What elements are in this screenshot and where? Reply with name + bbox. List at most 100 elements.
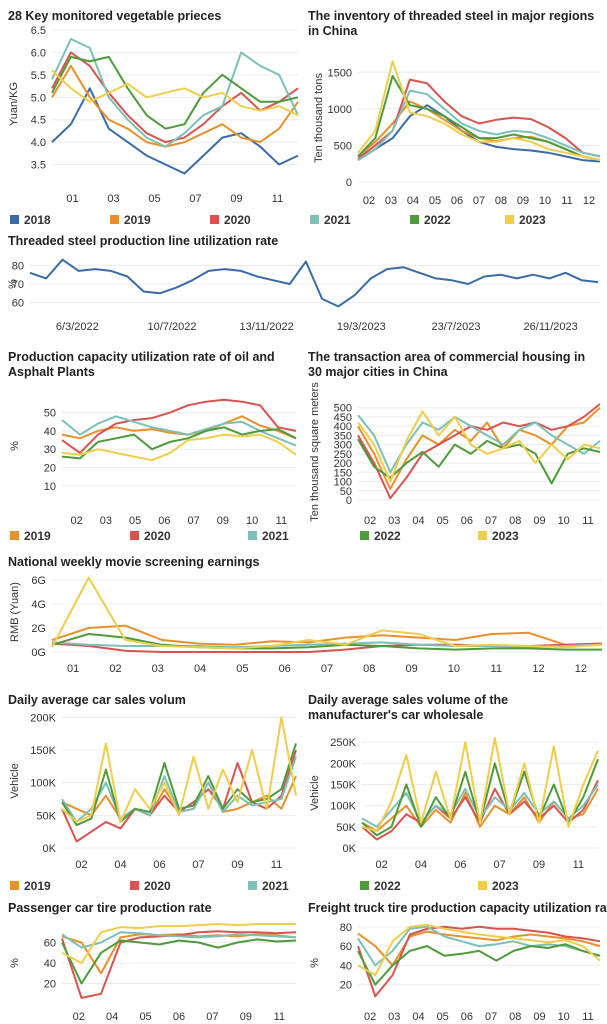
- legend-label-2021: 2021: [262, 879, 289, 893]
- x-tick-label: 11: [561, 195, 572, 207]
- legend-label-2020: 2020: [144, 879, 171, 893]
- y-axis-label: Yuan/KG: [8, 82, 20, 126]
- y-tick-label: 150K: [30, 745, 56, 757]
- x-tick-label: 11: [271, 859, 282, 871]
- series-line-2020: [61, 398, 297, 454]
- legend-swatch-2019: [10, 881, 19, 890]
- y-tick-label: 100: [334, 477, 352, 489]
- legend-label-2022: 2022: [424, 213, 451, 227]
- x-tick-label: 09: [405, 663, 417, 675]
- y-tick-label: 6.5: [31, 25, 46, 37]
- x-tick-label: 11: [582, 1011, 593, 1023]
- series-line-2023: [357, 60, 601, 162]
- x-tick-label: 07: [206, 1011, 218, 1023]
- x-tick-label: 03: [385, 195, 397, 207]
- x-tick-label: 04: [412, 1011, 424, 1023]
- x-tick-label: 08: [509, 515, 521, 527]
- y-tick-label: 60: [12, 298, 24, 310]
- series-line-2023: [357, 923, 601, 977]
- legend-label-2019: 2019: [124, 213, 151, 227]
- x-tick-label: 03: [388, 515, 400, 527]
- x-tick-label: 01: [67, 663, 79, 675]
- legend-swatch-2023: [478, 881, 487, 890]
- y-tick-label: 250: [334, 449, 352, 461]
- x-tick-label: 19/3/2023: [337, 321, 386, 333]
- legend-label-2022: 2022: [374, 529, 401, 543]
- y-tick-label: 5.5: [31, 70, 46, 82]
- x-tick-label: 06: [451, 195, 463, 207]
- x-tick-label: 05: [236, 663, 248, 675]
- x-tick-label: 07: [189, 193, 201, 205]
- series-line-2020: [357, 403, 601, 500]
- x-tick-label: 03: [100, 515, 112, 527]
- x-tick-label: 10: [558, 515, 570, 527]
- chart-title: The transaction area of commercial housi…: [308, 350, 585, 379]
- y-tick-label: 50K: [36, 810, 56, 822]
- x-tick-label: 12: [583, 195, 595, 207]
- legend-swatch-2019: [110, 215, 119, 224]
- x-tick-label: 02: [109, 663, 121, 675]
- series-line-2022: [357, 438, 601, 485]
- series-line-2022: [61, 743, 297, 827]
- chart-title: National weekly movie screening earnings: [8, 555, 260, 569]
- chart-9: Passenger car tire production rate 20 40 60…: [8, 901, 297, 1023]
- chart-title: The inventory of threaded steel in major…: [308, 9, 594, 38]
- x-tick-label: 02: [71, 515, 83, 527]
- series-line-2021: [357, 89, 601, 161]
- legend-swatch-2022: [360, 881, 369, 890]
- series-line-2023: [61, 433, 297, 462]
- legend-label-2023: 2023: [519, 213, 546, 227]
- x-tick-label: 11: [274, 1011, 285, 1023]
- y-tick-label: 1500: [328, 67, 352, 79]
- y-axis-label: RMB (Yuan): [9, 582, 21, 642]
- x-tick-label: 06: [461, 1011, 473, 1023]
- series-line-2023: [51, 576, 603, 650]
- y-tick-label: 100K: [30, 778, 56, 790]
- series-line-2019: [51, 64, 299, 148]
- x-tick-label: 07: [321, 663, 333, 675]
- series-line-2021: [51, 641, 603, 649]
- legend-label-2023: 2023: [492, 879, 519, 893]
- legend-swatch-2021: [248, 881, 257, 890]
- series-line-2021: [61, 931, 297, 949]
- x-tick-label: 10: [539, 195, 551, 207]
- series-line-2023: [51, 69, 299, 117]
- chart-5: The transaction area of commercial housi…: [308, 350, 601, 527]
- y-tick-label: 350: [334, 430, 352, 442]
- chart-title: Freight truck tire production capacity u…: [308, 901, 607, 915]
- legend-swatch-2023: [478, 531, 487, 540]
- x-tick-label: 04: [194, 663, 206, 675]
- x-tick-label: 07: [473, 195, 485, 207]
- x-tick-label: 05: [148, 193, 160, 205]
- series-line-2023: [61, 716, 297, 823]
- y-tick-label: 200K: [330, 758, 356, 770]
- chart-4: Production capacity utilization rate of …: [8, 350, 297, 527]
- y-tick-label: 20: [340, 980, 352, 992]
- x-tick-label: 02: [75, 859, 87, 871]
- x-tick-label: 04: [114, 859, 126, 871]
- chart-title: Daily average car sales volum: [8, 693, 186, 707]
- x-tick-label: 06: [454, 859, 466, 871]
- x-tick-label: 09: [240, 1011, 252, 1023]
- chart-1: 28 Key monitored vegetable prieces 3.5 4.0…: [8, 9, 299, 205]
- y-tick-label: 1000: [328, 104, 352, 116]
- legend-swatch-2023: [505, 215, 514, 224]
- x-tick-label: 12: [532, 663, 544, 675]
- x-tick-label: 11: [573, 859, 584, 871]
- x-tick-label: 11: [491, 663, 502, 675]
- x-tick-label: 02: [73, 1011, 85, 1023]
- chart-title: 28 Key monitored vegetable prieces: [8, 9, 221, 23]
- series-line-2019: [357, 930, 601, 967]
- y-tick-label: 0G: [31, 647, 46, 659]
- y-tick-label: 5.0: [31, 92, 46, 104]
- y-tick-label: 150K: [330, 780, 356, 792]
- chart-10: Freight truck tire production capacity u…: [308, 901, 607, 1023]
- chart-title: Production capacity utilization rate of …: [8, 350, 275, 379]
- legend-label-2019: 2019: [24, 879, 51, 893]
- y-tick-label: 6.0: [31, 47, 46, 59]
- x-tick-label: 05: [429, 195, 441, 207]
- x-tick-label: 06: [153, 859, 165, 871]
- x-tick-label: 11: [582, 515, 593, 527]
- y-tick-label: 0: [346, 177, 352, 189]
